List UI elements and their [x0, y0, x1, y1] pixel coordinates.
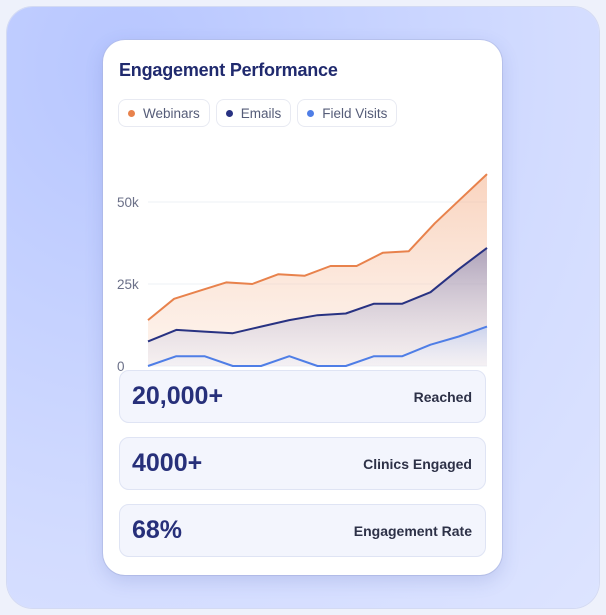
- legend-item-field-visits[interactable]: Field Visits: [297, 99, 398, 127]
- stat-value: 20,000+: [132, 382, 224, 410]
- line-field-visits: [147, 325, 488, 367]
- stat-engagement-rate: 68% Engagement Rate: [119, 504, 486, 557]
- stat-value: 4000+: [132, 449, 203, 477]
- field-visits-dot-icon: [307, 109, 315, 117]
- stat-label: Clinics Engaged: [363, 456, 472, 472]
- emails-dot-icon: [225, 109, 233, 117]
- webinars-dot-icon: [128, 109, 135, 117]
- legend-item-webinars[interactable]: Webinars: [118, 99, 210, 127]
- stat-label: Engagement Rate: [353, 523, 472, 539]
- line-webinars: [147, 173, 488, 321]
- stat-value: 68%: [132, 516, 183, 544]
- y-tick-label: 50k: [117, 195, 139, 210]
- area-field-visits: [148, 326, 487, 366]
- y-tick-label: 25k: [117, 277, 139, 292]
- legend-item-emails[interactable]: Emails: [215, 99, 292, 127]
- stat-label: Reached: [413, 389, 472, 405]
- legend-label: Field Visits: [322, 105, 388, 121]
- card-title: Engagement Performance: [119, 60, 338, 80]
- y-tick-label: 0: [117, 359, 125, 374]
- legend-label: Emails: [240, 105, 282, 121]
- stat-reached: 20,000+ Reached: [119, 370, 486, 423]
- chart-legend: Webinars Emails Field Visits: [118, 99, 398, 127]
- stat-clinics-engaged: 4000+ Clinics Engaged: [119, 437, 486, 490]
- area-emails: [148, 247, 487, 366]
- legend-label: Webinars: [143, 105, 200, 121]
- line-emails: [147, 247, 488, 343]
- engagement-card: Engagement Performance Webinars Emails F…: [103, 40, 502, 575]
